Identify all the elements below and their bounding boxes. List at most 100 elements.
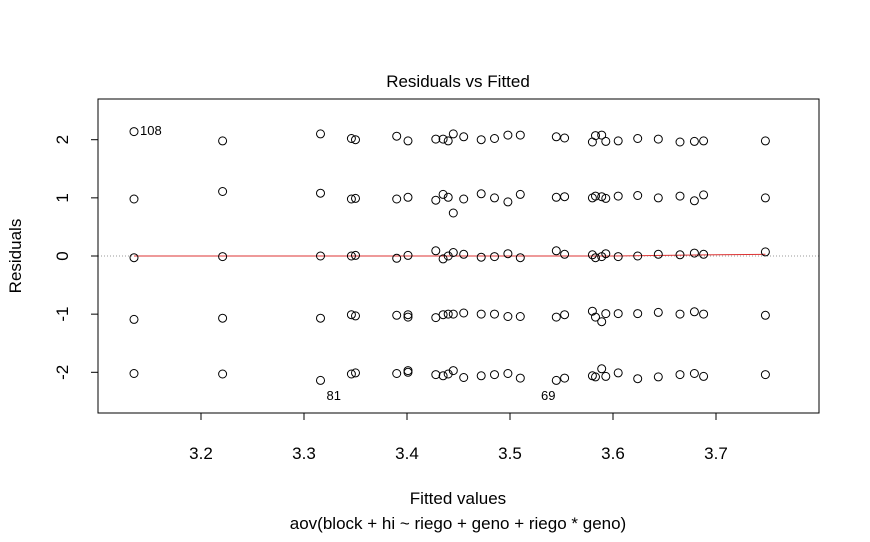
- data-point: [613, 309, 623, 319]
- data-point: [218, 136, 228, 146]
- data-point: [346, 369, 356, 379]
- data-point: [633, 191, 643, 200]
- data-point: [476, 252, 486, 262]
- data-point: [129, 127, 139, 137]
- data-point: [613, 136, 623, 146]
- data-point: [346, 194, 356, 204]
- data-point: [490, 309, 499, 319]
- data-point: [351, 193, 360, 203]
- data-point: [443, 309, 453, 319]
- data-point: [403, 250, 413, 260]
- data-point: [515, 253, 525, 263]
- x-axis-label: Fitted values: [410, 489, 506, 508]
- x-tick-label: 3.6: [601, 444, 625, 463]
- data-point: [601, 193, 611, 203]
- data-point: [613, 191, 623, 201]
- data-point: [760, 370, 770, 380]
- data-point: [490, 193, 499, 203]
- data-point: [459, 132, 469, 142]
- data-point: [601, 371, 611, 381]
- data-point: [551, 375, 561, 385]
- data-point: [392, 253, 402, 263]
- point-label: 69: [541, 388, 555, 403]
- data-point: [675, 309, 685, 319]
- data-point: [351, 311, 360, 321]
- data-point: [403, 312, 413, 322]
- data-point: [431, 246, 441, 256]
- data-point: [403, 310, 413, 320]
- x-axis: 3.2 3.3 3.4 3.5 3.6 3.7: [189, 412, 728, 463]
- data-point: [613, 368, 623, 378]
- y-tick-label: 2: [53, 135, 72, 144]
- data-point: [699, 190, 709, 200]
- data-point: [218, 252, 228, 262]
- data-point: [653, 249, 663, 259]
- data-point: [601, 136, 611, 146]
- data-point: [316, 375, 325, 385]
- data-point: [591, 253, 600, 263]
- data-point: [316, 313, 325, 323]
- data-point: [699, 249, 709, 259]
- data-point: [476, 371, 486, 381]
- data-point: [218, 369, 228, 379]
- data-point: [459, 308, 469, 318]
- data-point: [689, 369, 699, 378]
- data-point: [392, 131, 402, 141]
- data-point: [633, 374, 643, 384]
- data-point: [597, 192, 607, 202]
- data-point: [438, 310, 448, 320]
- data-point: [438, 189, 448, 199]
- data-point: [316, 251, 325, 261]
- data-point: [699, 136, 709, 146]
- data-point: [476, 189, 486, 199]
- data-point: [490, 134, 499, 143]
- data-point: [760, 247, 770, 257]
- data-point: [689, 307, 699, 317]
- data-point: [560, 373, 570, 383]
- chart-subtitle: aov(block + hi ~ riego + geno + riego * …: [290, 514, 626, 533]
- point-annotations: 108 81 69: [140, 123, 556, 403]
- data-point: [587, 306, 597, 316]
- data-point: [351, 250, 360, 260]
- data-point: [459, 249, 469, 259]
- data-point: [438, 254, 448, 264]
- data-point: [633, 309, 643, 319]
- data-point: [431, 195, 441, 205]
- data-point: [515, 130, 525, 140]
- data-point: [591, 131, 600, 141]
- data-point: [551, 132, 561, 142]
- data-point: [560, 192, 570, 202]
- y-tick-label: -2: [53, 365, 72, 380]
- data-point: [490, 370, 499, 380]
- data-point: [591, 372, 600, 382]
- data-point: [560, 310, 570, 320]
- data-point: [597, 317, 607, 327]
- data-point: [689, 196, 699, 206]
- data-point: [346, 134, 356, 143]
- data-point: [653, 193, 663, 203]
- y-axis-label: Residuals: [6, 219, 25, 294]
- x-tick-label: 3.7: [704, 444, 728, 463]
- data-point: [653, 307, 663, 317]
- data-point: [515, 312, 525, 321]
- data-point: [431, 313, 441, 323]
- data-point: [476, 135, 486, 145]
- data-point: [403, 366, 413, 376]
- data-point: [515, 189, 525, 199]
- data-point: [551, 246, 561, 256]
- data-point: [591, 312, 600, 322]
- data-point: [129, 194, 139, 204]
- data-point: [448, 208, 458, 218]
- data-point: [633, 251, 643, 261]
- y-tick-label: -1: [53, 307, 72, 322]
- data-point: [653, 134, 663, 144]
- y-tick-label: 0: [53, 251, 72, 260]
- data-point: [438, 371, 448, 381]
- data-point: [675, 370, 685, 380]
- data-point: [597, 364, 607, 374]
- data-point: [476, 309, 486, 319]
- data-point: [443, 192, 453, 202]
- data-point: [316, 188, 325, 198]
- data-point: [351, 368, 360, 378]
- y-axis: -2 -1 0 1 2: [53, 135, 99, 380]
